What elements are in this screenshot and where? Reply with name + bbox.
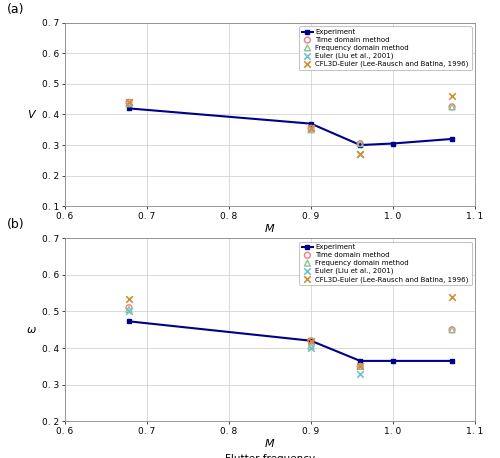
Time domain method xyxy=(356,140,364,147)
Frequency domain method xyxy=(125,306,133,313)
Time domain method xyxy=(125,304,133,311)
Time domain method xyxy=(356,363,364,370)
Experiment xyxy=(449,358,455,364)
Experiment xyxy=(308,121,314,126)
Euler (Liu et al., 2001) xyxy=(125,98,133,106)
X-axis label: $M$: $M$ xyxy=(264,437,276,449)
Euler (Liu et al., 2001) xyxy=(125,308,133,315)
Text: Flutter speed: Flutter speed xyxy=(236,239,304,249)
Experiment xyxy=(357,358,363,364)
Frequency domain method xyxy=(125,100,133,108)
Experiment xyxy=(357,142,363,148)
CFL3D-Euler (Lee-Rausch and Batina, 1996) xyxy=(125,295,133,302)
CFL3D-Euler (Lee-Rausch and Batina, 1996) xyxy=(356,151,364,158)
Euler (Liu et al., 2001) xyxy=(356,370,364,377)
Time domain method xyxy=(307,125,315,132)
Frequency domain method xyxy=(448,103,456,110)
Experiment xyxy=(126,106,132,111)
Y-axis label: ω: ω xyxy=(26,325,36,335)
Y-axis label: V: V xyxy=(28,109,35,120)
X-axis label: $M$: $M$ xyxy=(264,222,276,234)
Time domain method xyxy=(125,98,133,106)
Experiment xyxy=(308,338,314,344)
Text: (b): (b) xyxy=(6,218,24,231)
Text: (a): (a) xyxy=(6,3,24,16)
Experiment xyxy=(390,141,396,146)
CFL3D-Euler (Lee-Rausch and Batina, 1996) xyxy=(448,293,456,300)
CFL3D-Euler (Lee-Rausch and Batina, 1996) xyxy=(307,125,315,132)
Experiment xyxy=(449,136,455,142)
Line: Experiment: Experiment xyxy=(126,319,454,363)
CFL3D-Euler (Lee-Rausch and Batina, 1996) xyxy=(307,337,315,344)
Legend: Experiment, Time domain method, Frequency domain method, Euler (Liu et al., 2001: Experiment, Time domain method, Frequenc… xyxy=(300,242,472,285)
Euler (Liu et al., 2001) xyxy=(307,125,315,132)
Time domain method xyxy=(448,103,456,110)
Euler (Liu et al., 2001) xyxy=(307,344,315,352)
Experiment xyxy=(126,319,132,324)
Euler (Liu et al., 2001) xyxy=(356,151,364,158)
Frequency domain method xyxy=(356,140,364,147)
Time domain method xyxy=(448,326,456,333)
Line: Experiment: Experiment xyxy=(126,106,454,147)
Frequency domain method xyxy=(307,126,315,133)
Experiment xyxy=(390,358,396,364)
Frequency domain method xyxy=(448,326,456,333)
CFL3D-Euler (Lee-Rausch and Batina, 1996) xyxy=(356,363,364,370)
Text: Flutter frequency: Flutter frequency xyxy=(225,454,315,458)
Legend: Experiment, Time domain method, Frequency domain method, Euler (Liu et al., 2001: Experiment, Time domain method, Frequenc… xyxy=(300,27,472,70)
CFL3D-Euler (Lee-Rausch and Batina, 1996) xyxy=(125,98,133,106)
Frequency domain method xyxy=(356,363,364,370)
CFL3D-Euler (Lee-Rausch and Batina, 1996) xyxy=(448,93,456,100)
Time domain method xyxy=(307,337,315,344)
Frequency domain method xyxy=(307,343,315,350)
